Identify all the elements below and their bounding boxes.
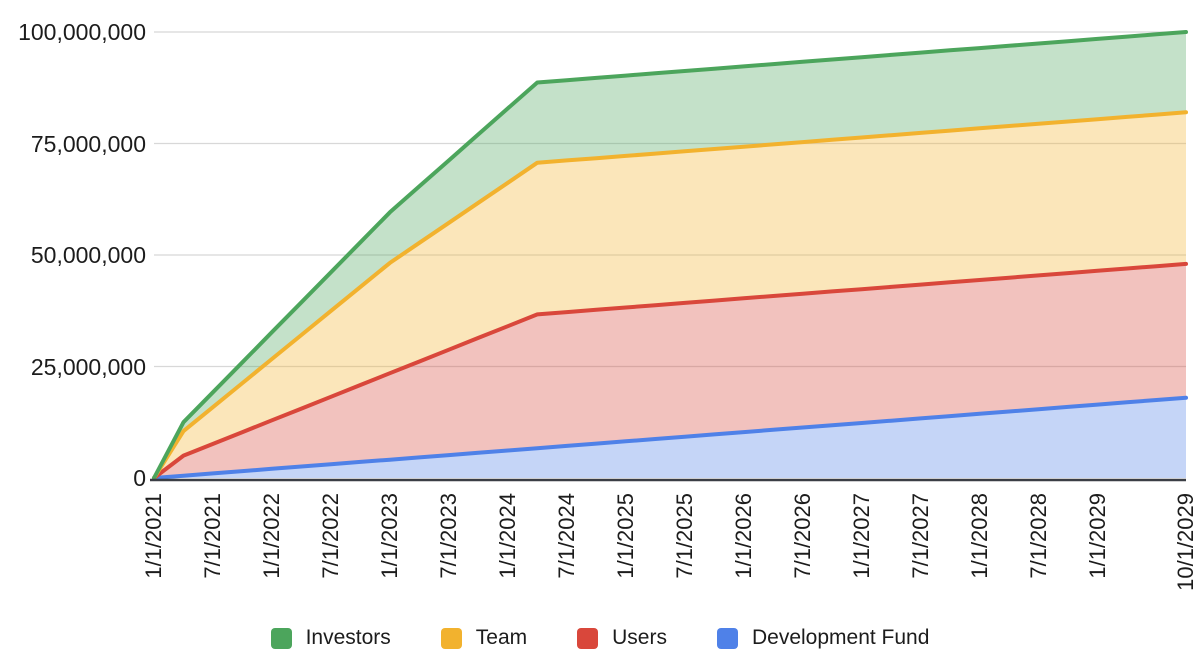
x-tick-label: 7/1/2028 xyxy=(1025,493,1051,579)
x-tick-label: 1/1/2021 xyxy=(141,493,166,579)
x-tick-label: 7/1/2024 xyxy=(553,493,579,579)
x-tick-label: 7/1/2025 xyxy=(671,493,697,579)
x-tick-label: 7/1/2026 xyxy=(789,493,815,579)
series-line-investors xyxy=(152,30,1188,480)
legend-label-team: Team xyxy=(475,626,528,649)
series-area-team xyxy=(154,112,1186,479)
legend-swatch-investors xyxy=(270,627,292,649)
x-tick-label: 7/1/2021 xyxy=(199,493,225,579)
series-area-users xyxy=(154,263,1186,478)
x-tick-label: 1/1/2024 xyxy=(494,493,520,579)
y-tick-label: 75,000,000 xyxy=(30,130,146,157)
x-tick-label: 10/1/2029 xyxy=(1173,493,1198,591)
y-tick-label: 25,000,000 xyxy=(30,353,146,380)
series-line-development-fund xyxy=(152,395,1188,480)
legend-swatch-users xyxy=(577,627,599,649)
legend-label-users: Users xyxy=(612,626,667,649)
x-tick-label: 1/1/2023 xyxy=(376,493,402,579)
legend-swatch-development-fund xyxy=(716,627,738,649)
legend-label-development-fund: Development Fund xyxy=(751,626,930,649)
y-tick-label: 50,000,000 xyxy=(30,242,146,268)
chart-legend: Investors Team Users Development Fund xyxy=(0,623,1200,653)
legend-item-team: Team xyxy=(440,626,528,650)
x-tick-label: 7/1/2022 xyxy=(317,493,343,579)
series-line-team xyxy=(152,110,1188,480)
legend-label-investors: Investors xyxy=(305,626,391,649)
x-tick-label: 1/1/2025 xyxy=(612,493,638,579)
series-line-users xyxy=(152,261,1188,480)
y-tick-label: 100,000,000 xyxy=(18,19,146,45)
legend-item-users: Users xyxy=(577,626,667,650)
legend-swatch-team xyxy=(440,627,462,649)
x-tick-label: 1/1/2026 xyxy=(730,493,756,579)
x-tick-label: 1/1/2029 xyxy=(1084,493,1110,579)
x-tick-label: 1/1/2028 xyxy=(966,493,992,579)
x-tick-label: 7/1/2023 xyxy=(435,493,461,579)
y-tick-label: 0 xyxy=(133,465,146,491)
x-tick-label: 1/1/2022 xyxy=(258,493,284,579)
x-tick-label: 1/1/2027 xyxy=(848,493,874,579)
legend-item-development-fund: Development Fund xyxy=(716,626,930,650)
series-area-investors xyxy=(154,32,1186,478)
legend-item-investors: Investors xyxy=(270,626,391,650)
x-tick-label: 7/1/2027 xyxy=(907,493,933,579)
